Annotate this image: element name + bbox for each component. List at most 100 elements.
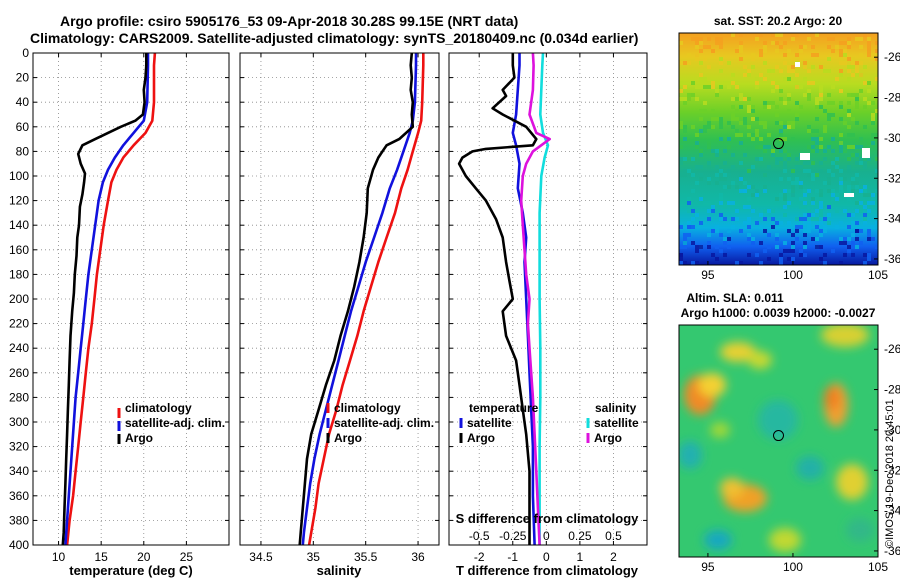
sst-pixel <box>851 181 855 185</box>
sst-pixel <box>827 45 831 49</box>
sst-pixel <box>735 209 739 213</box>
sst-pixel <box>755 133 759 137</box>
sst-pixel <box>747 217 751 221</box>
sst-map: sat. SST: 20.2 Argo: 20 95 100 105 -26 -28 -3… <box>678 14 900 282</box>
sst-pixel <box>847 245 851 249</box>
sst-pixel <box>839 57 843 61</box>
sst-pixel <box>687 97 691 101</box>
sst-pixel <box>855 145 859 149</box>
sst-pixel <box>847 185 851 189</box>
sst-pixel <box>711 149 715 153</box>
sst-pixel <box>679 173 683 177</box>
sst-pixel <box>787 65 791 69</box>
x-tick-label: 35 <box>307 550 321 564</box>
sst-pixel <box>815 129 819 133</box>
salinity-panel: 34.5 35 35.5 36 salinity climatology satell… <box>239 52 440 578</box>
sst-pixel <box>755 117 759 121</box>
sst-pixel <box>843 41 847 45</box>
sst-pixel <box>847 225 851 229</box>
sst-pixel <box>811 81 815 85</box>
sst-pixel <box>735 133 739 137</box>
sst-pixel <box>791 245 795 249</box>
sst-pixel <box>767 145 771 149</box>
sst-pixel <box>703 129 707 133</box>
sst-pixel <box>699 129 703 133</box>
temperature-legend: climatology satellite-adj. clim. Argo <box>117 401 225 445</box>
series-line-temperature-argo <box>457 53 538 545</box>
sst-pixel <box>839 185 843 189</box>
sst-pixel <box>791 169 795 173</box>
sst-pixel <box>755 193 759 197</box>
sst-pixel <box>831 189 835 193</box>
sst-pixel <box>807 213 811 217</box>
sst-pixel <box>715 89 719 93</box>
sst-pixel <box>835 197 839 201</box>
sst-pixel <box>691 261 695 265</box>
sst-pixel <box>751 65 755 69</box>
sst-pixel <box>855 237 859 241</box>
sst-pixel <box>739 133 743 137</box>
sst-pixel <box>739 57 743 61</box>
sst-pixel <box>743 221 747 225</box>
sst-pixel <box>787 93 791 97</box>
sst-pixel <box>795 113 799 117</box>
sst-pixel <box>795 117 799 121</box>
sst-pixel <box>787 97 791 101</box>
sst-pixel <box>811 177 815 181</box>
sst-pixel <box>839 49 843 53</box>
sst-pixel <box>823 125 827 129</box>
y-tick-label: 100 <box>9 169 29 183</box>
sst-pixel <box>787 201 791 205</box>
sst-pixel <box>823 149 827 153</box>
x-tick-label: 20 <box>137 550 151 564</box>
sst-pixel <box>819 93 823 97</box>
top-tick-label: 0.25 <box>568 529 592 543</box>
sst-pixel <box>783 161 787 165</box>
sst-pixel <box>871 133 875 137</box>
sst-pixel <box>779 97 783 101</box>
sst-pixel <box>863 65 867 69</box>
sst-pixel <box>783 249 787 253</box>
y-tick-label: 220 <box>9 317 29 331</box>
sst-pixel <box>723 81 727 85</box>
sst-pixel <box>727 169 731 173</box>
sst-pixel <box>819 89 823 93</box>
sst-pixel <box>811 53 815 57</box>
y-tick-label: 200 <box>9 292 29 306</box>
sla-map-title: Altim. SLA: 0.011 <box>686 291 784 305</box>
sst-pixel <box>871 121 875 125</box>
map-y-tick-label: -28 <box>884 383 900 397</box>
sst-pixel <box>823 157 827 161</box>
sst-pixel <box>731 97 735 101</box>
sst-pixel <box>843 49 847 53</box>
x-tick-label: 2 <box>610 550 617 564</box>
legend-argo: Argo <box>125 431 153 445</box>
sst-pixel <box>871 113 875 117</box>
sst-pixel <box>747 69 751 73</box>
sst-pixel <box>847 133 851 137</box>
sst-pixel <box>751 137 755 141</box>
sst-pixel <box>827 189 831 193</box>
sst-pixel <box>875 53 878 57</box>
series-line-salinity-satellite <box>538 52 550 545</box>
sst-pixel <box>679 81 683 85</box>
sst-pixel <box>771 89 775 93</box>
sst-pixel <box>851 189 855 193</box>
sst-pixel <box>827 57 831 61</box>
sst-pixel <box>679 161 683 165</box>
sst-pixel <box>707 201 711 205</box>
sst-pixel <box>855 97 859 101</box>
sst-pixel <box>779 149 783 153</box>
sst-pixel <box>759 241 763 245</box>
sst-pixel <box>775 121 779 125</box>
series-line-satellite-adj-clim <box>64 53 150 546</box>
sst-pixel <box>791 37 795 41</box>
sst-pixel <box>747 73 751 77</box>
y-tick-label: 320 <box>9 440 29 454</box>
sst-pixel <box>683 245 687 249</box>
sst-pixel <box>719 57 723 61</box>
sst-pixel <box>683 233 687 237</box>
sst-pixel <box>815 245 819 249</box>
sst-pixel <box>699 221 703 225</box>
sst-pixel <box>791 125 795 129</box>
